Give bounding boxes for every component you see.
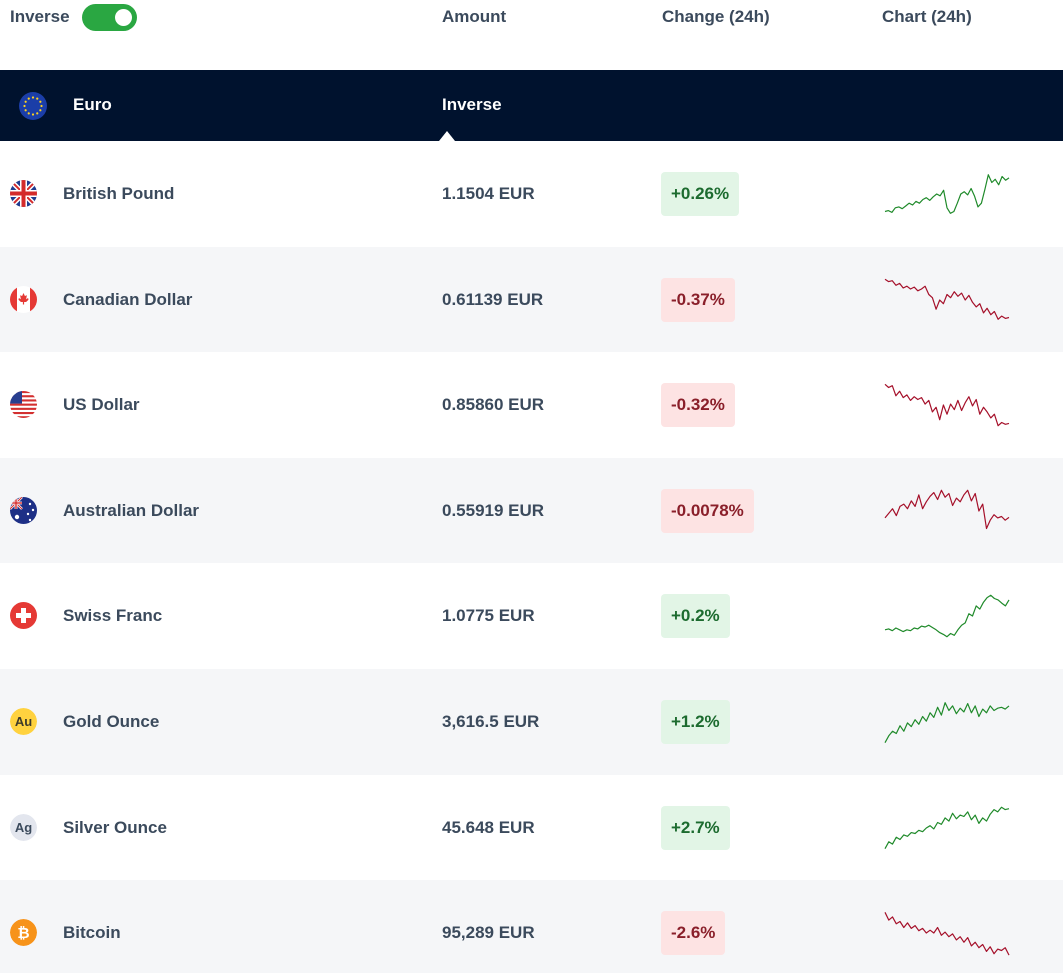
- currency-amount: 0.85860 EUR: [442, 395, 545, 415]
- toggle-knob: [115, 9, 132, 26]
- sparkline-series: [884, 595, 1010, 638]
- currency-amount: 95,289 EUR: [442, 923, 535, 943]
- currency-row[interactable]: Au Gold Ounce 3,616.5 EUR +1.2%: [0, 668, 1063, 775]
- sparkline-chart: [884, 806, 1010, 849]
- sparkline-series: [884, 384, 1010, 427]
- currency-amount: 0.61139 EUR: [442, 289, 544, 309]
- base-currency-row[interactable]: Euro Inverse: [0, 70, 1063, 141]
- change-badge: -0.37%: [661, 277, 735, 322]
- uk-flag-icon: [10, 180, 37, 207]
- column-header-chart: Chart (24h): [882, 7, 972, 26]
- us-flag-icon: [10, 391, 37, 419]
- svg-text:₿: ₿: [17, 924, 29, 942]
- sparkline-chart: [884, 489, 1010, 529]
- sparkline-chart: [884, 174, 1010, 214]
- column-header-amount: Amount: [442, 7, 507, 26]
- currency-name[interactable]: Gold Ounce: [63, 711, 160, 731]
- sparkline-chart: [884, 702, 1010, 743]
- currency-row[interactable]: Ag Silver Ounce 45.648 EUR +2.7%: [0, 775, 1063, 881]
- currency-name[interactable]: Swiss Franc: [63, 606, 163, 626]
- currency-list: British Pound 1.1504 EUR +0.26% Canadian Do…: [0, 141, 1063, 973]
- column-header-change: Change (24h): [662, 7, 770, 26]
- sparkline-series: [884, 912, 1010, 956]
- canada-flag-icon: [10, 285, 37, 313]
- change-badge: -0.0078%: [661, 488, 754, 533]
- currency-amount: 3,616.5 EUR: [442, 711, 540, 731]
- currency-amount: 1.1504 EUR: [442, 184, 535, 203]
- eu-flag-icon: [19, 92, 47, 120]
- base-currency-name: Euro: [73, 95, 112, 114]
- change-badge: +2.7%: [661, 805, 730, 850]
- currency-amount: 45.648 EUR: [442, 817, 535, 837]
- currency-row[interactable]: Australian Dollar 0.55919 EUR -0.0078%: [0, 457, 1063, 564]
- sparkline-series: [884, 489, 1010, 529]
- currency-name[interactable]: Silver Ounce: [63, 817, 167, 837]
- inverse-toggle[interactable]: [82, 4, 137, 31]
- sparkline-series: [884, 174, 1010, 214]
- currency-row[interactable]: Canadian Dollar 0.61139 EUR -0.37%: [0, 246, 1063, 353]
- currency-name[interactable]: Canadian Dollar: [63, 289, 193, 309]
- change-badge: +1.2%: [661, 699, 730, 744]
- currency-row[interactable]: Swiss Franc 1.0775 EUR +0.2%: [0, 563, 1063, 669]
- currency-amount: 1.0775 EUR: [442, 606, 535, 626]
- currency-row[interactable]: ₿ Bitcoin 95,289 EUR -2.6%: [0, 880, 1063, 973]
- base-inverse-label: Inverse: [442, 95, 502, 114]
- australia-flag-icon: [10, 496, 37, 524]
- inverse-pointer: [439, 131, 455, 141]
- currency-name[interactable]: Bitcoin: [63, 923, 121, 943]
- swiss-flag-icon: [10, 602, 37, 630]
- currency-name[interactable]: Australian Dollar: [63, 500, 200, 520]
- change-badge: -2.6%: [661, 911, 726, 956]
- currency-name[interactable]: US Dollar: [63, 395, 140, 415]
- currency-row[interactable]: British Pound 1.1504 EUR +0.26%: [0, 141, 1063, 247]
- change-badge: +0.26%: [661, 172, 740, 216]
- change-badge: +0.2%: [661, 594, 730, 639]
- table-header: Inverse Amount Change (24h) Chart (24h): [0, 0, 1063, 70]
- change-badge: -0.32%: [661, 383, 735, 428]
- sparkline-chart: [884, 278, 1010, 320]
- sparkline-chart: [884, 384, 1010, 427]
- inverse-toggle-label: Inverse: [10, 7, 70, 26]
- currency-row[interactable]: US Dollar 0.85860 EUR -0.32%: [0, 352, 1063, 458]
- currency-name[interactable]: British Pound: [63, 184, 175, 203]
- bitcoin-icon: ₿: [10, 919, 37, 947]
- sparkline-series: [884, 702, 1010, 743]
- sparkline-series: [884, 806, 1010, 849]
- gold-au-icon: Au: [10, 707, 37, 735]
- sparkline-chart: [884, 912, 1010, 956]
- silver-ag-icon: Ag: [10, 813, 37, 841]
- sparkline-chart: [884, 595, 1010, 638]
- currency-amount: 0.55919 EUR: [442, 500, 545, 520]
- sparkline-series: [884, 278, 1010, 320]
